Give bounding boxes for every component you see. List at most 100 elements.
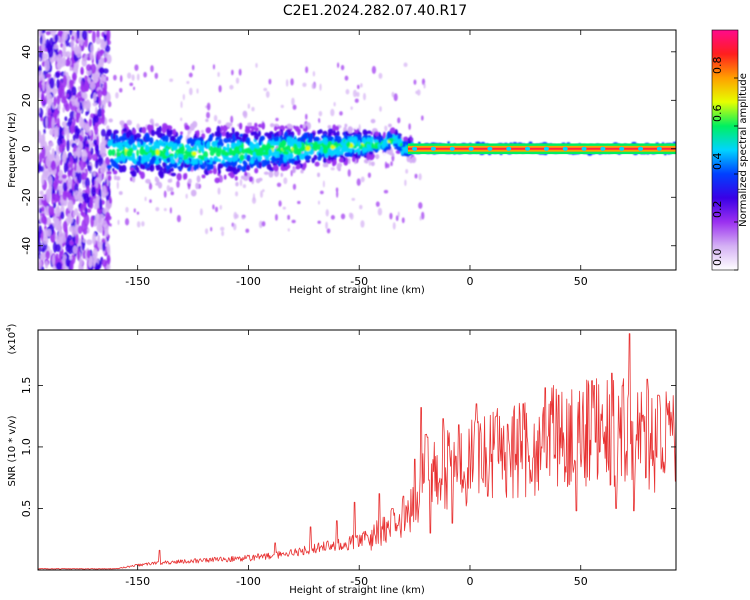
noise-cell	[95, 37, 102, 45]
signal-cell	[275, 151, 280, 155]
noise-cell	[57, 85, 64, 97]
signal-cell	[257, 130, 261, 137]
noise-cell	[90, 113, 94, 119]
noise-cell	[84, 103, 91, 108]
signal-cell	[206, 142, 210, 149]
signal-cell	[154, 176, 158, 183]
signal-cell	[397, 134, 402, 140]
scatter-cell	[133, 208, 136, 213]
noise-cell	[86, 64, 92, 72]
scatter-cell	[218, 85, 222, 93]
signal-cell	[316, 122, 320, 130]
signal-cell	[266, 133, 272, 140]
scatter-cell	[325, 221, 328, 230]
signal-cell	[254, 132, 259, 141]
noise-cell	[78, 160, 82, 166]
scatter-cell	[144, 196, 147, 202]
noise-cell	[55, 261, 62, 270]
noise-cell	[62, 150, 67, 164]
noise-cell	[106, 243, 111, 254]
signal-cell	[259, 135, 265, 141]
noise-cell	[38, 82, 42, 89]
noise-cell	[43, 128, 46, 135]
scatter-cell	[136, 221, 141, 228]
signal-cell	[357, 134, 362, 141]
signal-cell	[290, 138, 295, 144]
noise-cell	[82, 100, 86, 110]
signal-cell	[374, 145, 379, 150]
signal-cell	[279, 157, 285, 162]
signal-cell	[176, 136, 182, 141]
signal-cell	[192, 138, 197, 143]
signal-cell	[154, 123, 160, 127]
spectrogram-x-tick-label: 0	[466, 275, 473, 288]
signal-cell	[266, 163, 272, 170]
noise-cell	[88, 259, 93, 268]
noise-cell	[55, 243, 61, 252]
signal-cell	[314, 161, 320, 167]
signal-cell	[283, 155, 288, 163]
noise-cell	[38, 108, 41, 114]
noise-cell	[92, 171, 96, 177]
signal-cell	[212, 167, 218, 175]
noise-cell	[69, 80, 75, 85]
scatter-cell	[416, 89, 421, 96]
colorbar-tick-label: 0.0	[711, 249, 724, 267]
signal-cell	[303, 132, 309, 140]
scatter-cell	[404, 179, 407, 187]
noise-cell	[54, 127, 57, 140]
spectrogram-x-tick-label: 50	[574, 275, 588, 288]
scatter-cell	[239, 179, 243, 187]
noise-cell	[90, 44, 94, 54]
signal-cell	[304, 155, 310, 161]
noise-cell	[66, 191, 72, 198]
ridge-knot	[656, 146, 662, 151]
signal-cell	[288, 158, 294, 163]
scatter-cell	[421, 115, 424, 121]
scatter-cell	[241, 216, 246, 220]
scatter-cell	[191, 64, 195, 71]
signal-cell	[226, 143, 230, 148]
noise-cell	[38, 241, 42, 253]
noise-cell	[91, 30, 96, 44]
noise-cell	[38, 130, 42, 138]
scatter-cell	[229, 84, 234, 90]
noise-cell	[41, 215, 47, 224]
noise-cell	[69, 188, 73, 194]
signal-cell	[397, 141, 401, 147]
scatter-cell	[187, 131, 190, 139]
noise-cell	[48, 141, 54, 147]
noise-cell	[103, 140, 107, 145]
noise-cell	[92, 102, 98, 107]
scatter-cell	[245, 228, 250, 233]
signal-cell	[236, 136, 242, 141]
noise-cell	[96, 108, 103, 118]
noise-cell	[76, 92, 80, 100]
noise-cell	[74, 43, 79, 56]
signal-cell	[163, 148, 167, 153]
spectrogram-y-tick-label: 0	[20, 145, 33, 152]
noise-cell	[39, 195, 43, 200]
noise-cell	[81, 30, 88, 41]
signal-cell	[388, 134, 393, 138]
signal-cell	[273, 125, 278, 132]
scatter-cell	[397, 117, 401, 124]
scatter-cell	[292, 167, 297, 173]
signal-cell	[447, 141, 450, 145]
noise-cell	[85, 207, 88, 216]
scatter-cell	[199, 208, 203, 216]
scatter-cell	[333, 102, 336, 107]
signal-cell	[249, 122, 252, 126]
signal-cell	[122, 141, 127, 146]
signal-cell	[147, 112, 153, 118]
signal-cell	[201, 174, 206, 179]
signal-cell	[286, 136, 292, 144]
scatter-cell	[180, 117, 183, 122]
scatter-cell	[169, 207, 172, 214]
colorbar-tick-label: 0.4	[711, 153, 724, 171]
signal-cell	[106, 164, 112, 170]
signal-cell	[280, 142, 285, 149]
scatter-cell	[302, 82, 307, 87]
scatter-cell	[351, 197, 356, 201]
signal-cell	[109, 158, 115, 163]
